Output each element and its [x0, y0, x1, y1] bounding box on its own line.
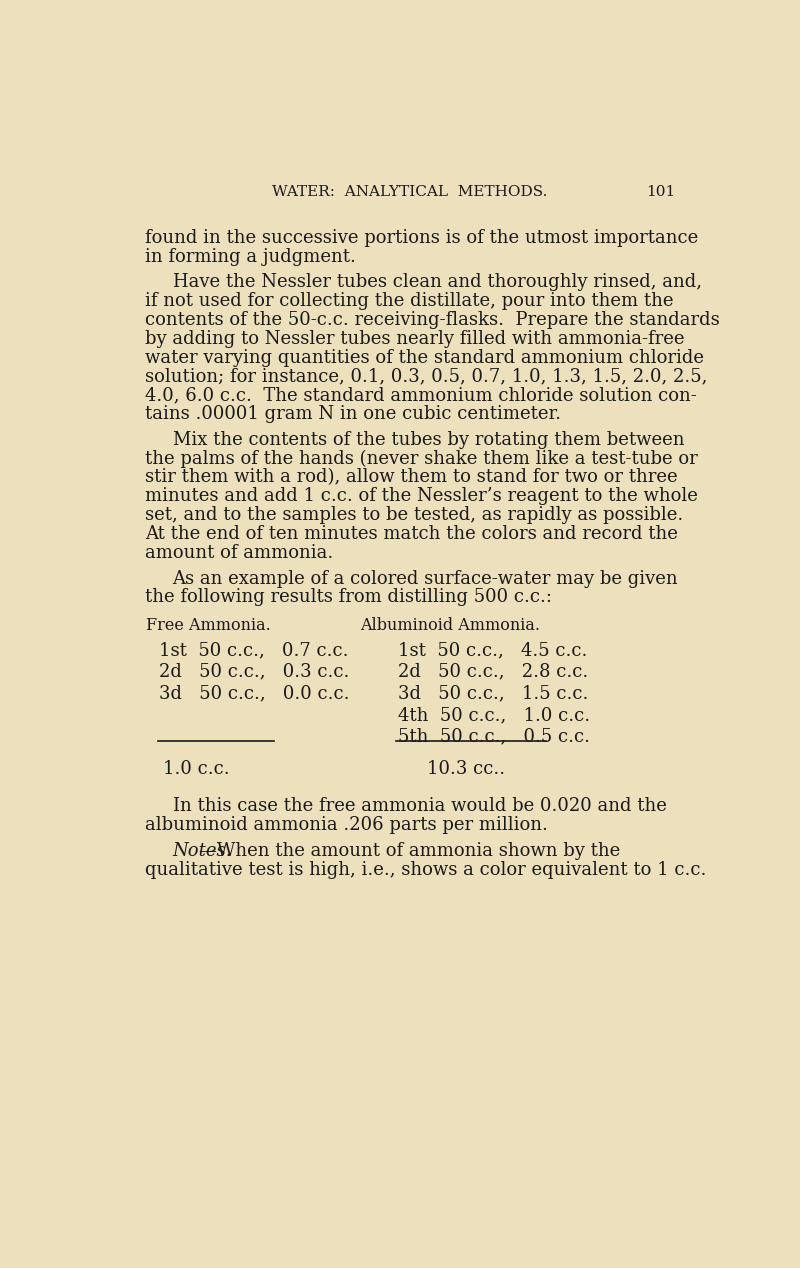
Text: WATER:  ANALYTICAL  METHODS.: WATER: ANALYTICAL METHODS. — [272, 185, 548, 199]
Text: stir them with a rod), allow them to stand for two or three: stir them with a rod), allow them to sta… — [145, 468, 678, 487]
Text: qualitative test is high, i.e., shows a color equivalent to 1 c.c.: qualitative test is high, i.e., shows a … — [145, 861, 706, 879]
Text: solution; for instance, 0.1, 0.3, 0.5, 0.7, 1.0, 1.3, 1.5, 2.0, 2.5,: solution; for instance, 0.1, 0.3, 0.5, 0… — [145, 368, 707, 385]
Text: tains .00001 gram N in one cubic centimeter.: tains .00001 gram N in one cubic centime… — [145, 404, 561, 424]
Text: Free Ammonia.: Free Ammonia. — [146, 618, 271, 634]
Text: set, and to the samples to be tested, as rapidly as possible.: set, and to the samples to be tested, as… — [145, 506, 683, 524]
Text: albuminoid ammonia .206 parts per million.: albuminoid ammonia .206 parts per millio… — [145, 817, 547, 834]
Text: minutes and add 1 c.c. of the Nessler’s reagent to the whole: minutes and add 1 c.c. of the Nessler’s … — [145, 487, 698, 506]
Text: water varying quantities of the standard ammonium chloride: water varying quantities of the standard… — [145, 349, 704, 366]
Text: 101: 101 — [646, 185, 675, 199]
Text: Mix the contents of the tubes by rotating them between: Mix the contents of the tubes by rotatin… — [173, 431, 684, 449]
Text: Albuminoid Ammonia.: Albuminoid Ammonia. — [360, 618, 540, 634]
Text: the palms of the hands (never shake them like a test-tube or: the palms of the hands (never shake them… — [145, 450, 698, 468]
Text: in forming a judgment.: in forming a judgment. — [145, 247, 355, 265]
Text: if not used for collecting the distillate, pour into them the: if not used for collecting the distillat… — [145, 292, 673, 311]
Text: contents of the 50-c.c. receiving-flasks.  Prepare the standards: contents of the 50-c.c. receiving-flasks… — [145, 311, 719, 328]
Text: —When the amount of ammonia shown by the: —When the amount of ammonia shown by the — [199, 842, 621, 860]
Text: 5th  50 c.c.,   0.5 c.c.: 5th 50 c.c., 0.5 c.c. — [398, 728, 590, 746]
Text: 4th  50 c.c.,   1.0 c.c.: 4th 50 c.c., 1.0 c.c. — [398, 706, 590, 724]
Text: Notes.: Notes. — [173, 842, 232, 860]
Text: by adding to Nessler tubes nearly filled with ammonia-free: by adding to Nessler tubes nearly filled… — [145, 330, 684, 347]
Text: 3d   50 c.c.,   0.0 c.c.: 3d 50 c.c., 0.0 c.c. — [159, 685, 350, 702]
Text: 10.3 cc..: 10.3 cc.. — [426, 760, 505, 777]
Text: In this case the free ammonia would be 0.020 and the: In this case the free ammonia would be 0… — [173, 798, 666, 815]
Text: 1st  50 c.c.,   4.5 c.c.: 1st 50 c.c., 4.5 c.c. — [398, 642, 587, 659]
Text: At the end of ten minutes match the colors and record the: At the end of ten minutes match the colo… — [145, 525, 678, 543]
Text: 2d   50 c.c.,   2.8 c.c.: 2d 50 c.c., 2.8 c.c. — [398, 663, 588, 681]
Text: 1st  50 c.c.,   0.7 c.c.: 1st 50 c.c., 0.7 c.c. — [159, 642, 349, 659]
Text: found in the successive portions is of the utmost importance: found in the successive portions is of t… — [145, 228, 698, 247]
Text: Have the Nessler tubes clean and thoroughly rinsed, and,: Have the Nessler tubes clean and thoroug… — [173, 273, 702, 292]
Text: 2d   50 c.c.,   0.3 c.c.: 2d 50 c.c., 0.3 c.c. — [159, 663, 350, 681]
Text: 1.0 c.c.: 1.0 c.c. — [162, 760, 230, 777]
Text: As an example of a colored surface-water may be given: As an example of a colored surface-water… — [173, 569, 678, 587]
Text: 4.0, 6.0 c.c.  The standard ammonium chloride solution con-: 4.0, 6.0 c.c. The standard ammonium chlo… — [145, 387, 696, 404]
Text: amount of ammonia.: amount of ammonia. — [145, 544, 333, 562]
Text: 3d   50 c.c.,   1.5 c.c.: 3d 50 c.c., 1.5 c.c. — [398, 685, 588, 702]
Text: the following results from distilling 500 c.c.:: the following results from distilling 50… — [145, 588, 552, 606]
